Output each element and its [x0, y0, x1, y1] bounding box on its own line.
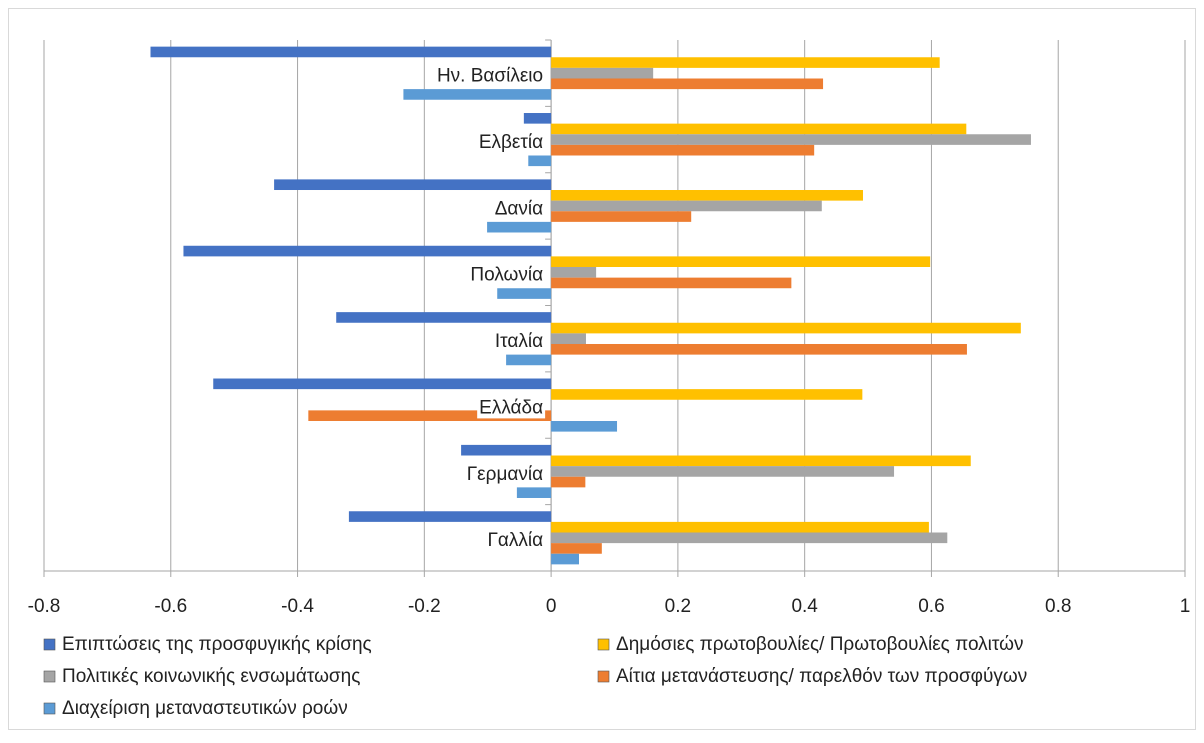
bar: [506, 354, 552, 366]
bar: [551, 78, 824, 90]
category-label: Γαλλία: [487, 530, 543, 551]
bar: [150, 46, 552, 58]
legend-label: Πολιτικές κοινωνικής ενσωμάτωσης: [62, 666, 360, 687]
legend-swatch: [43, 638, 56, 651]
bar: [551, 211, 692, 222]
bar: [497, 288, 552, 299]
bar: [551, 553, 580, 565]
legend-swatch: [597, 670, 610, 683]
x-tick-label: 0.4: [791, 596, 818, 617]
legend-label: Δημόσιες πρωτοβουλίες/ Πρωτοβουλίες πολι…: [616, 634, 1023, 655]
bar: [551, 532, 948, 544]
bar: [551, 466, 895, 477]
category-label: Δανία: [495, 198, 543, 219]
bar: [461, 444, 552, 456]
x-tick-label: 0: [546, 596, 557, 617]
category-label: Ην. Βασίλειο: [437, 66, 543, 87]
category-label-bg: [434, 65, 546, 87]
legend-label: Επιπτώσεις της προσφυγικής κρίσης: [62, 634, 372, 655]
category-label-bg: [477, 397, 546, 419]
bar: [551, 267, 597, 278]
category-label: Ελβετία: [479, 132, 543, 153]
bar: [274, 179, 552, 191]
bar: [551, 343, 967, 355]
chart-frame: [8, 8, 1196, 730]
bar: [551, 521, 929, 533]
legend-swatch: [597, 638, 610, 651]
category-label-bg: [485, 530, 546, 552]
bar: [551, 333, 586, 344]
bar: [336, 312, 552, 323]
category-label: Πολωνία: [470, 265, 543, 286]
bar: [213, 378, 552, 390]
bar: [551, 134, 1031, 145]
legend-swatch: [43, 702, 56, 715]
bar: [551, 123, 967, 135]
legend-label: Αίτια μετανάστευσης/ παρελθόν των προσφύ…: [616, 666, 1027, 687]
bar: [551, 543, 602, 554]
bar: [516, 487, 552, 498]
bar: [487, 221, 552, 233]
bar: [551, 322, 1021, 334]
x-tick-label: 0.6: [918, 596, 944, 617]
category-label-bg: [492, 331, 546, 353]
bar: [551, 455, 971, 467]
bar: [348, 511, 552, 522]
legend-label: Διαχείριση μεταναστευτικών ροών: [62, 698, 348, 719]
bar: [551, 144, 815, 156]
bar: [551, 57, 940, 68]
x-tick-label: -0.4: [281, 596, 314, 617]
x-tick-label: 1: [1180, 596, 1191, 617]
category-label: Ελλάδα: [479, 397, 543, 418]
x-tick-label: -0.6: [154, 596, 187, 617]
bar: [403, 89, 552, 100]
bar: [551, 256, 931, 268]
bar: [551, 476, 586, 488]
category-label-bg: [476, 131, 546, 153]
bar: [308, 410, 552, 421]
bar: [183, 245, 552, 257]
category-label-bg: [464, 463, 546, 485]
x-tick-label: -0.2: [408, 596, 441, 617]
bar: [551, 190, 863, 201]
category-label: Γερμανία: [467, 464, 543, 485]
legend-swatch: [43, 670, 56, 683]
bar: [551, 389, 863, 400]
category-label-bg: [492, 198, 546, 220]
bar: [528, 155, 552, 167]
x-tick-label: -0.8: [28, 596, 61, 617]
bar: [551, 200, 822, 212]
bar: [551, 67, 654, 79]
x-tick-label: 0.2: [665, 596, 691, 617]
category-label: Ιταλία: [495, 331, 543, 352]
bar: [523, 113, 552, 124]
category-label-bg: [468, 264, 546, 286]
x-tick-label: 0.8: [1045, 596, 1071, 617]
bar: [551, 420, 618, 432]
bar: [551, 277, 792, 289]
